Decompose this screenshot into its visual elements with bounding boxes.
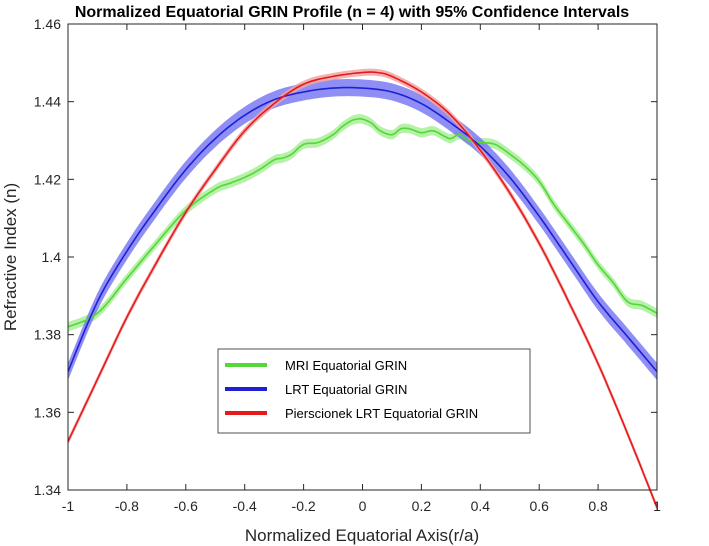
x-tick-label: 0.8 <box>588 498 608 514</box>
x-tick-label: -0.6 <box>174 498 198 514</box>
legend-box <box>217 348 531 434</box>
y-axis-ticks: 1.34 1.36 1.38 1.4 1.42 1.44 1.46 <box>34 16 657 498</box>
x-axis-label: Normalized Equatorial Axis(r/a) <box>245 526 479 545</box>
x-tick-label: 1 <box>653 498 661 514</box>
x-axis-ticks: -1 -0.8 -0.6 -0.4 -0.2 0 0.2 0.4 0.6 0.8 1 <box>62 24 661 514</box>
x-tick-label: -1 <box>62 498 75 514</box>
legend-label-mri: MRI Equatorial GRIN <box>285 358 407 373</box>
y-axis-label: Refractive Index (n) <box>1 183 20 331</box>
chart-title: Normalized Equatorial GRIN Profile (n = … <box>75 4 629 21</box>
y-tick-label: 1.46 <box>34 16 61 32</box>
x-tick-label: 0.2 <box>412 498 432 514</box>
legend: MRI Equatorial GRIN LRT Equatorial GRIN … <box>217 348 531 434</box>
legend-label-lrt: LRT Equatorial GRIN <box>285 382 407 397</box>
y-tick-label: 1.44 <box>34 94 61 110</box>
x-tick-label: -0.4 <box>233 498 257 514</box>
plot-area <box>67 23 658 511</box>
x-tick-label: 0.6 <box>529 498 549 514</box>
series-lines <box>67 71 658 508</box>
series-line-lrt <box>67 86 658 373</box>
series-line-mri <box>67 118 658 328</box>
x-tick-label: -0.8 <box>115 498 139 514</box>
y-tick-label: 1.38 <box>34 327 61 343</box>
x-tick-label: -0.2 <box>292 498 316 514</box>
series-line-pierscionek <box>67 71 658 508</box>
x-tick-label: 0.4 <box>471 498 491 514</box>
y-tick-label: 1.34 <box>34 482 61 498</box>
x-tick-label: 0 <box>359 498 367 514</box>
legend-label-pierscionek: Pierscionek LRT Equatorial GRIN <box>285 406 478 421</box>
y-tick-label: 1.4 <box>42 249 62 265</box>
y-tick-label: 1.36 <box>34 404 61 420</box>
y-tick-label: 1.42 <box>34 171 61 187</box>
